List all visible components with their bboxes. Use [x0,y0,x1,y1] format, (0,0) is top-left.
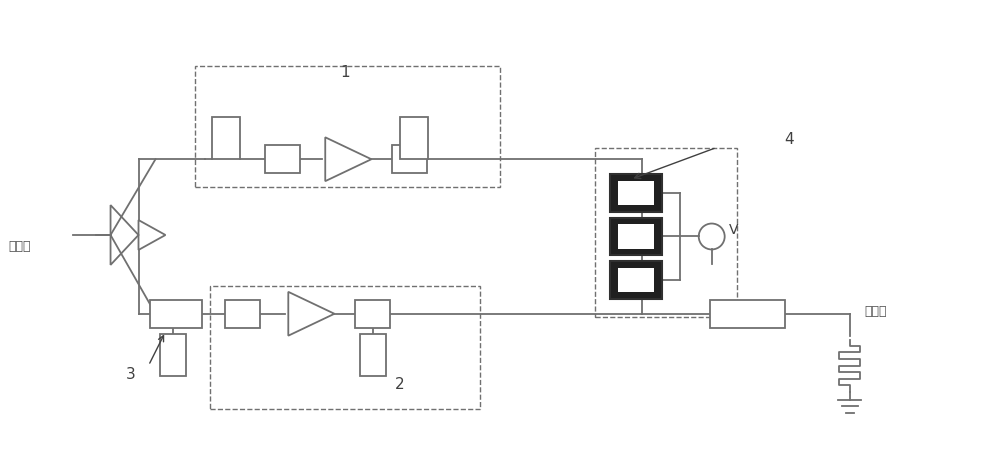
Text: 1: 1 [340,66,350,81]
Bar [618,224,654,249]
Text: 3: 3 [126,367,135,382]
Bar [265,145,300,173]
Bar [225,300,260,328]
Text: 总输出: 总输出 [864,305,887,318]
Bar [610,261,662,299]
Text: 2: 2 [395,377,405,392]
Text: V: V [729,222,738,236]
Text: 总输入: 总输入 [9,241,31,253]
Bar [210,286,480,409]
Text: 4: 4 [785,132,794,147]
Bar [610,218,662,256]
Bar [610,174,662,212]
Bar [150,300,202,328]
Bar [710,300,785,328]
Bar [392,145,427,173]
Bar [160,334,186,376]
Bar [212,117,240,159]
Bar [400,117,428,159]
Bar [618,268,654,293]
Bar [355,300,390,328]
Bar [195,66,500,187]
Bar [360,334,386,376]
Bar [595,148,737,317]
Bar [618,181,654,205]
